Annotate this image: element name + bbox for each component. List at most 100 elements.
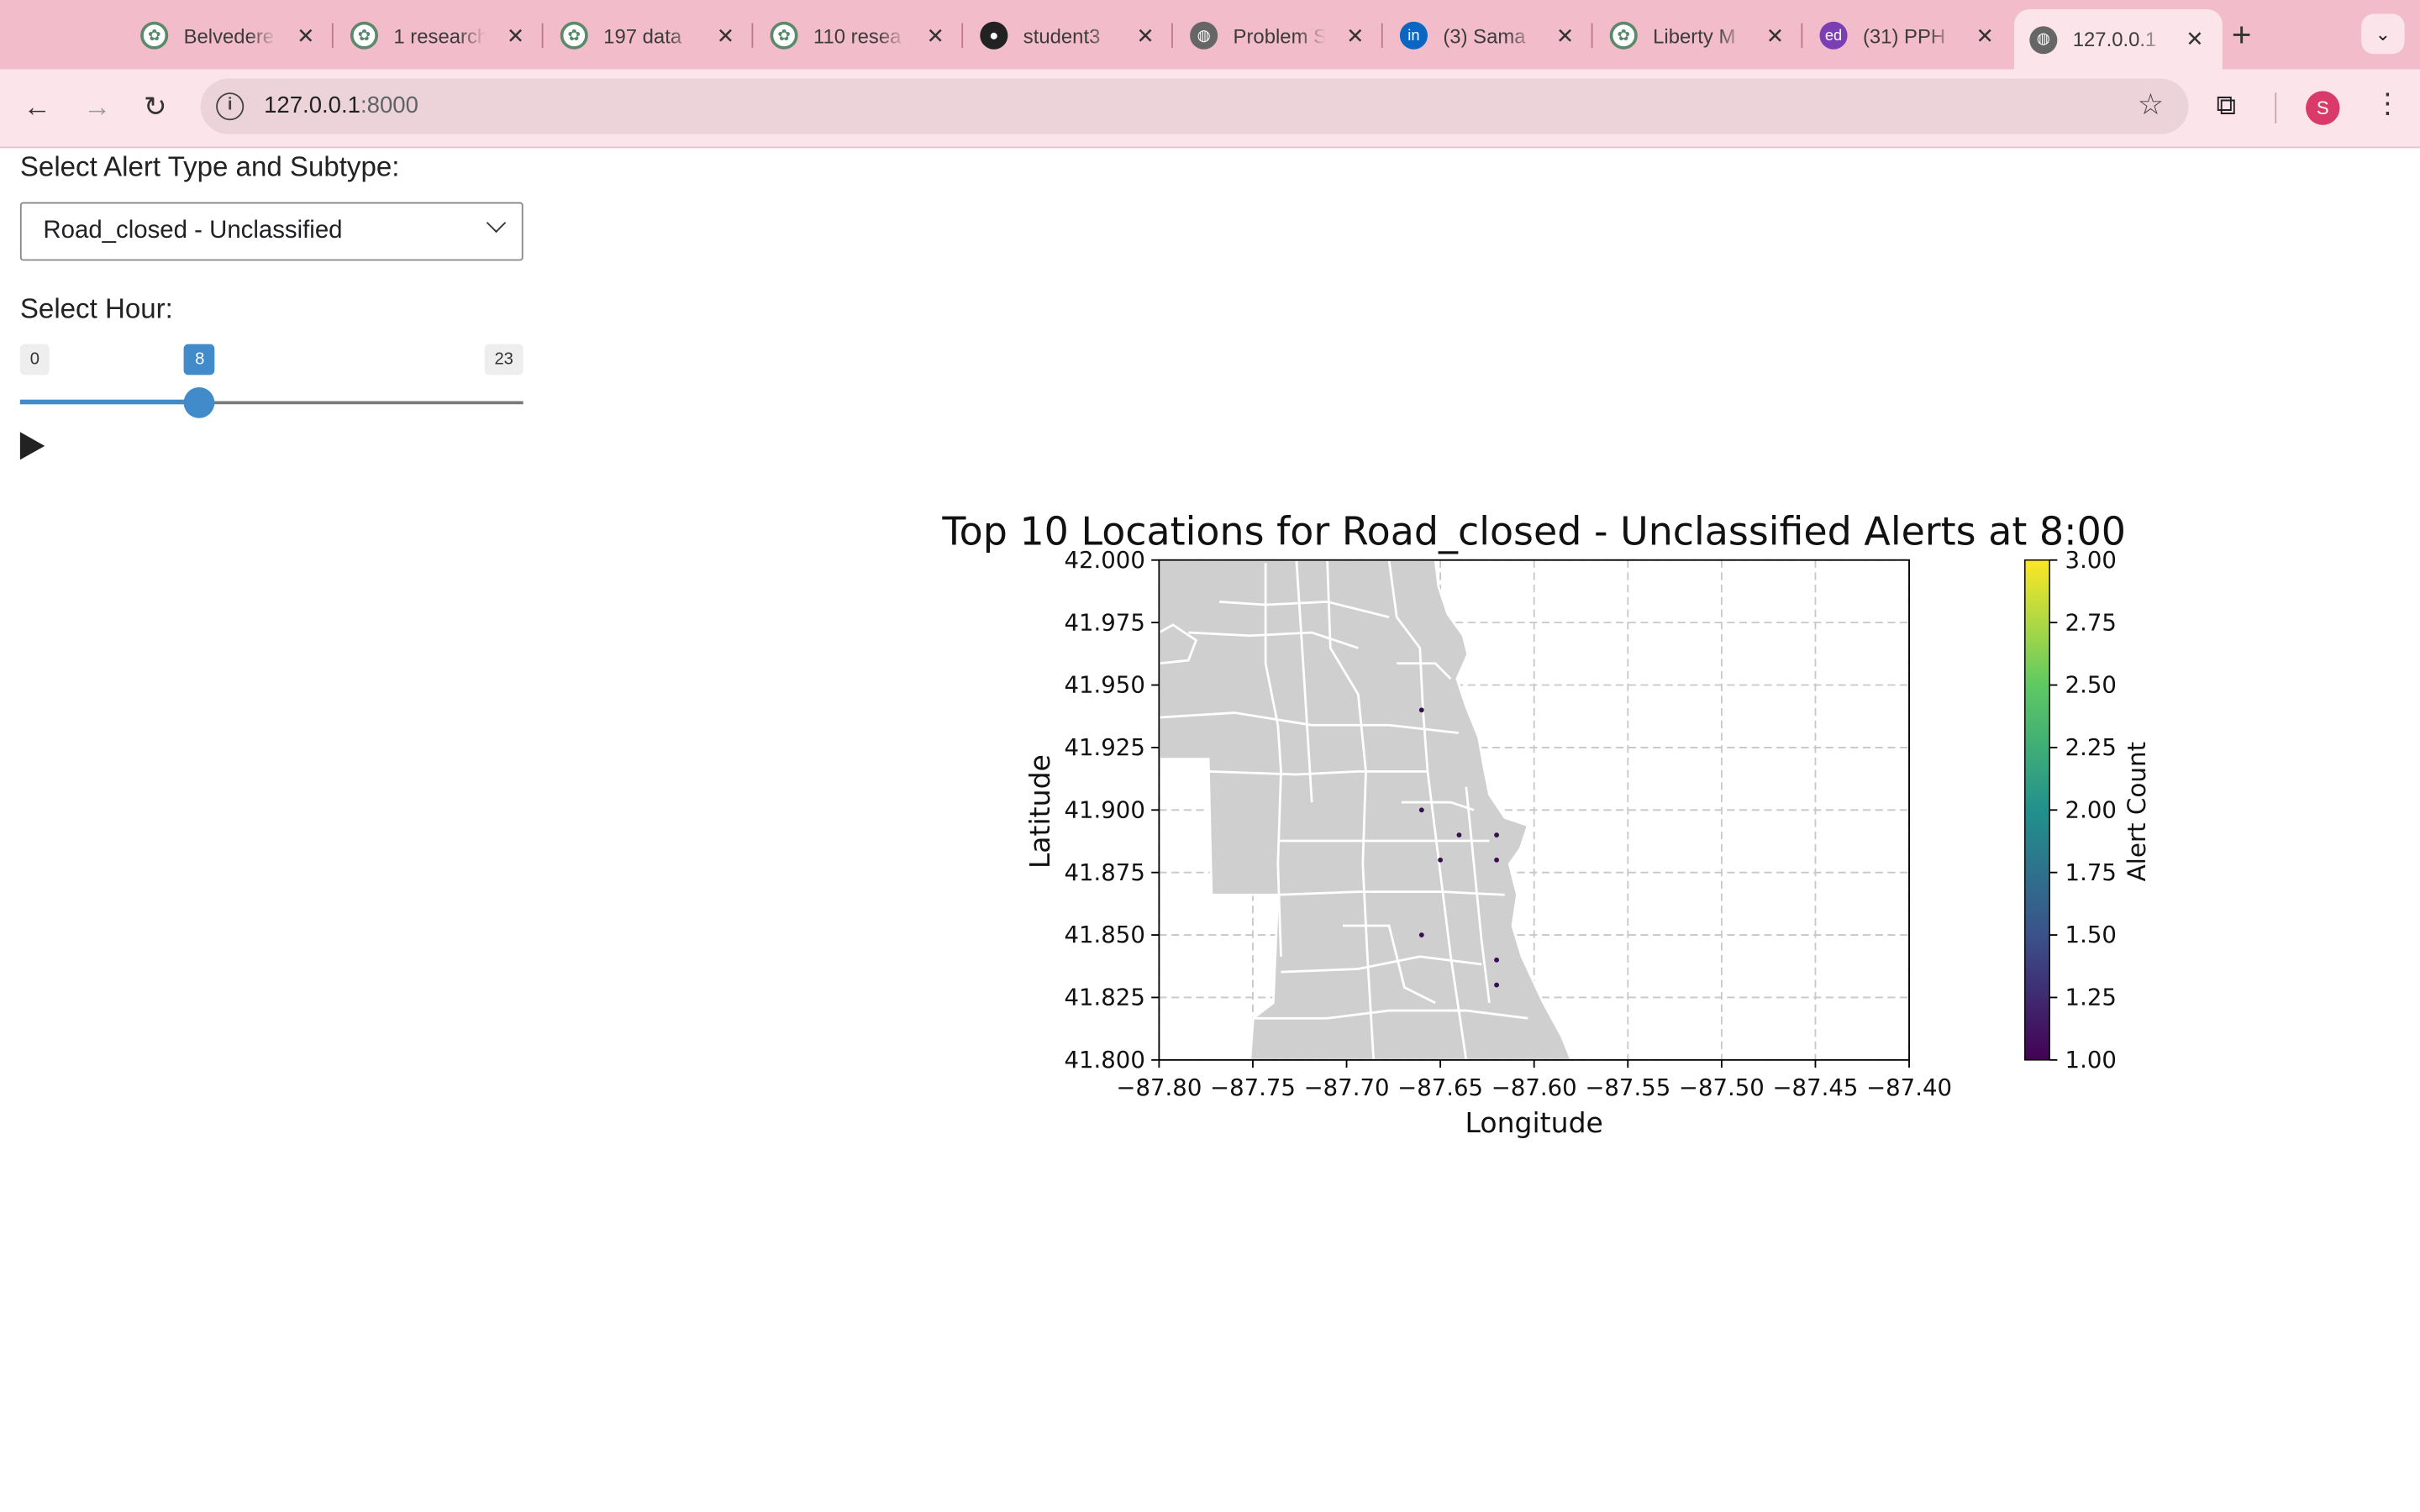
slider-handle[interactable]	[184, 387, 216, 418]
y-tick-label: 41.800	[1064, 1047, 1144, 1074]
close-tab-icon[interactable]: ✕	[1136, 22, 1155, 48]
grid-lines	[1158, 559, 1910, 1061]
colorbar-label: Alert Count	[2123, 742, 2151, 882]
ed-icon: ed	[1819, 21, 1848, 50]
site-info-icon[interactable]: i	[216, 92, 245, 121]
browser-toolbar: ← → ↻ i 127.0.0.1:8000 ☆	[0, 69, 2420, 149]
close-tab-icon[interactable]: ✕	[297, 22, 315, 48]
bookmark-star-icon[interactable]: ☆	[2137, 89, 2165, 123]
colorbar-tick-label: 2.25	[2065, 734, 2117, 761]
tab-separator	[541, 23, 544, 48]
research-app-icon: ✿	[350, 21, 378, 50]
y-tick-label: 41.850	[1064, 921, 1144, 948]
alert-type-select[interactable]: Road_closed - Unclassified	[19, 202, 523, 261]
tab-2[interactable]: ✿ 197 data ✕	[544, 9, 754, 61]
colorbar-tick-label: 2.50	[2065, 672, 2117, 699]
tab-5[interactable]: ◍ Problem S ✕	[1175, 9, 1383, 61]
slider-track[interactable]	[19, 401, 523, 405]
tab-separator	[751, 23, 754, 48]
tab-title: Liberty M	[1653, 24, 1736, 48]
tab-7[interactable]: ✿ Liberty M ✕	[1594, 9, 1803, 61]
tab-separator	[1381, 23, 1383, 48]
tab-1[interactable]: ✿ 1 research ✕	[335, 9, 544, 61]
alert-point	[1418, 807, 1424, 813]
close-tab-icon[interactable]: ✕	[1555, 22, 1575, 48]
colorbar-tick-label: 1.00	[2065, 1047, 2117, 1074]
tab-title: Belvedere	[183, 24, 275, 48]
tab-title: 127.0.0.1	[2072, 28, 2157, 51]
x-tick-label: −87.60	[1491, 1074, 1577, 1101]
colorbar-tick-label: 1.25	[2065, 984, 2117, 1011]
url-text[interactable]: 127.0.0.1:8000	[264, 92, 418, 118]
url-port: :8000	[360, 92, 418, 119]
close-tab-icon[interactable]: ✕	[506, 22, 525, 48]
colorbar-tick-label: 2.75	[2065, 609, 2117, 636]
chart-title: Top 10 Locations for Road_closed - Uncla…	[941, 508, 2126, 554]
alert-points	[1418, 707, 1500, 988]
toolbar-divider	[2275, 92, 2277, 123]
colorbar-tick-label: 3.00	[2065, 547, 2117, 574]
research-app-icon: ✿	[1609, 21, 1638, 50]
chevron-down-icon	[486, 213, 507, 234]
tab-title: Problem S	[1233, 24, 1326, 48]
y-tick-label: 41.900	[1064, 796, 1144, 823]
tab-4[interactable]: ● student3 ✕	[965, 9, 1173, 61]
colorbar-tick-label: 1.75	[2065, 859, 2117, 886]
tab-title: (31) PPH	[1862, 24, 1946, 48]
close-tab-icon[interactable]: ✕	[926, 22, 945, 48]
close-tab-icon[interactable]: ✕	[1975, 22, 1995, 48]
hour-label: Select Hour:	[19, 292, 173, 324]
y-tick-label: 41.925	[1064, 734, 1144, 761]
play-icon[interactable]	[19, 432, 45, 460]
x-axis-label: Longitude	[1465, 1106, 1603, 1139]
more-menu-icon[interactable]: ⋮	[2373, 87, 2402, 119]
reload-icon[interactable]: ↻	[143, 91, 167, 123]
colorbar-ticks: 1.00 1.25 1.50 1.75 2.00 2.25 2.50 2.75 3.00	[2049, 547, 2117, 1074]
tab-title: 1 research	[393, 24, 487, 48]
tab-8[interactable]: ed (31) PPH ✕	[1804, 9, 2012, 61]
back-arrow-icon[interactable]: ←	[23, 91, 51, 123]
tab-9[interactable]: ◍ 127.0.0.1 ✕	[2013, 9, 2223, 70]
alert-point	[1418, 932, 1424, 937]
globe-icon: ◍	[1190, 21, 1218, 50]
tab-6[interactable]: in (3) Sama ✕	[1385, 9, 1593, 61]
tab-title: 110 resea	[813, 24, 902, 48]
new-tab-button[interactable]: +	[2231, 15, 2252, 55]
close-tab-icon[interactable]: ✕	[1765, 22, 1785, 48]
colorbar-tick-label: 2.00	[2065, 796, 2117, 823]
forward-arrow-icon[interactable]: →	[83, 91, 112, 123]
tab-separator	[1591, 23, 1593, 48]
chicago-map-shapes	[1159, 559, 1573, 1060]
tab-search-chevron-icon[interactable]: ⌄	[2361, 13, 2405, 55]
select-value: Road_closed - Unclassified	[43, 217, 343, 244]
address-bar[interactable]: i 127.0.0.1:8000 ☆	[200, 78, 2189, 134]
close-tab-icon[interactable]: ✕	[1346, 22, 1365, 48]
research-app-icon: ✿	[140, 21, 169, 50]
select-label: Select Alert Type and Subtype:	[19, 151, 400, 182]
y-tick-label: 41.975	[1064, 609, 1144, 636]
extensions-puzzle-icon[interactable]: ⧉	[2216, 89, 2237, 121]
x-tick-label: −87.70	[1304, 1074, 1390, 1101]
alert-point	[1494, 832, 1500, 837]
research-app-icon: ✿	[560, 21, 588, 50]
x-tick-label: −87.55	[1585, 1074, 1670, 1101]
alert-point	[1418, 707, 1424, 713]
close-tab-icon[interactable]: ✕	[2186, 26, 2204, 51]
y-tick-label: 41.875	[1064, 859, 1144, 886]
x-tick-label: −87.50	[1679, 1074, 1765, 1101]
alert-point	[1456, 832, 1462, 837]
alert-point	[1494, 982, 1500, 988]
tab-0[interactable]: ✿ Belvedere ✕	[125, 9, 334, 61]
close-tab-icon[interactable]: ✕	[716, 22, 735, 48]
x-ticks: −87.80 −87.75 −87.70 −87.65 −87.60 −87.55 −87.…	[1116, 1059, 1952, 1101]
tab-separator	[1171, 23, 1173, 48]
github-icon: ●	[980, 21, 1008, 50]
tab-separator	[1801, 23, 1803, 48]
x-tick-label: −87.45	[1772, 1074, 1858, 1101]
research-app-icon: ✿	[770, 21, 798, 50]
y-axis-label: Latitude	[1023, 754, 1056, 869]
plot-frame	[1158, 559, 1910, 1061]
tab-title: 197 data	[603, 24, 682, 48]
profile-avatar[interactable]: S	[2306, 91, 2340, 125]
tab-3[interactable]: ✿ 110 resea ✕	[755, 9, 964, 61]
